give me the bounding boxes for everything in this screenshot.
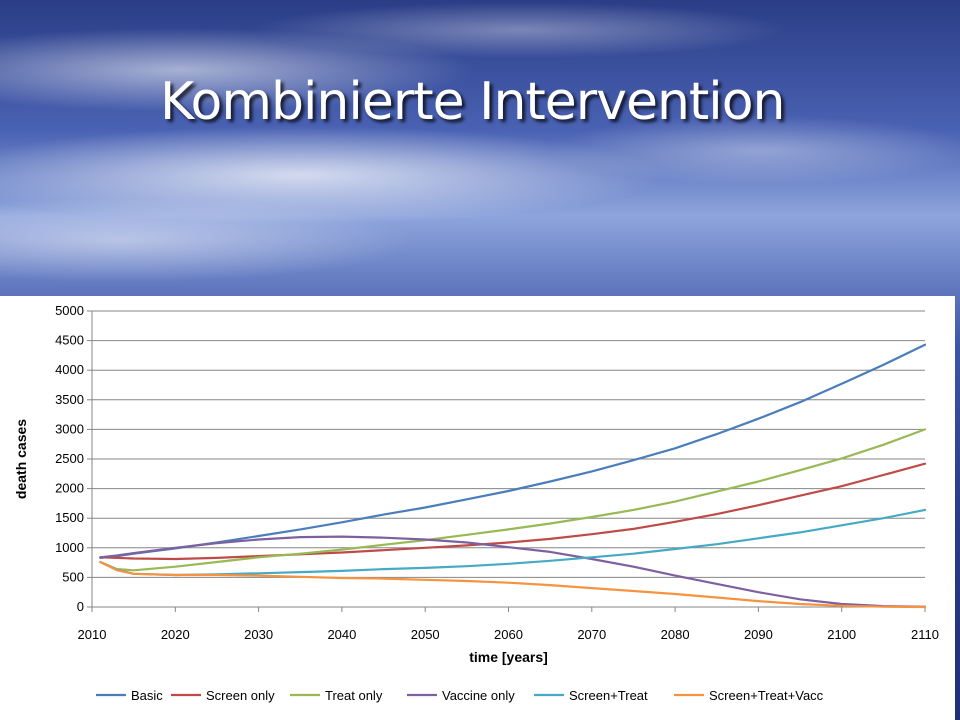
series-line-screen-treat-vacc [99,560,927,609]
y-tick-label: 3500 [55,392,84,407]
y-tick-label: 3000 [55,421,84,436]
series-lines [99,343,927,609]
y-tick-label: 1000 [55,540,84,555]
legend-label-basic: Basic [131,688,163,703]
legend-label-screen-treat: Screen+Treat [569,688,648,703]
x-tick-label: 2010 [78,627,107,642]
series-line-treat-only [99,428,927,572]
slide-title: Kombinierte Intervention [160,72,786,132]
axes [87,310,926,612]
x-tick-label: 2060 [494,627,523,642]
y-tick-label: 500 [62,569,84,584]
y-tick-label: 2500 [55,451,84,466]
x-tick-label: 2080 [661,627,690,642]
y-tick-label: 4500 [55,333,84,348]
background-sky [0,0,960,300]
legend-label-treat-only: Treat only [325,688,383,703]
x-tick-label: 2030 [244,627,273,642]
legend-label-screen-treat-vacc: Screen+Treat+Vacc [709,688,824,703]
legend: Basic Screen only Treat only Vaccine only Sc… [96,688,824,703]
legend-label-vaccine-only: Vaccine only [442,688,515,703]
series-line-vaccine-only [99,535,927,608]
y-tick-label: 4000 [55,362,84,377]
series-line-screen-only [99,462,927,561]
y-tick-label: 0 [77,599,84,614]
line-chart: 0 500 1000 1500 2000 2500 3000 3500 4000 4500 5000… [0,296,955,720]
y-tick-label: 5000 [55,303,84,318]
x-tick-label: 2100 [827,627,856,642]
y-tick-label: 2000 [55,481,84,496]
chart-canvas: 0 500 1000 1500 2000 2500 3000 3500 4000 4500 5000… [13,303,939,703]
y-axis-title: death cases [13,419,29,499]
series-line-basic [99,343,927,559]
x-tick-label: 2090 [744,627,773,642]
x-tick-label: 2040 [327,627,356,642]
legend-label-screen-only: Screen only [206,688,275,703]
x-tick-label: 2050 [411,627,440,642]
x-axis-title: time [years] [469,649,548,665]
tick-labels: 0 500 1000 1500 2000 2500 3000 3500 4000 4500 5000… [55,303,939,642]
grid-lines [92,310,925,608]
x-tick-label: 2020 [161,627,190,642]
x-tick-label: 2070 [577,627,606,642]
y-tick-label: 1500 [55,510,84,525]
x-tick-label: 2110 [911,627,939,642]
